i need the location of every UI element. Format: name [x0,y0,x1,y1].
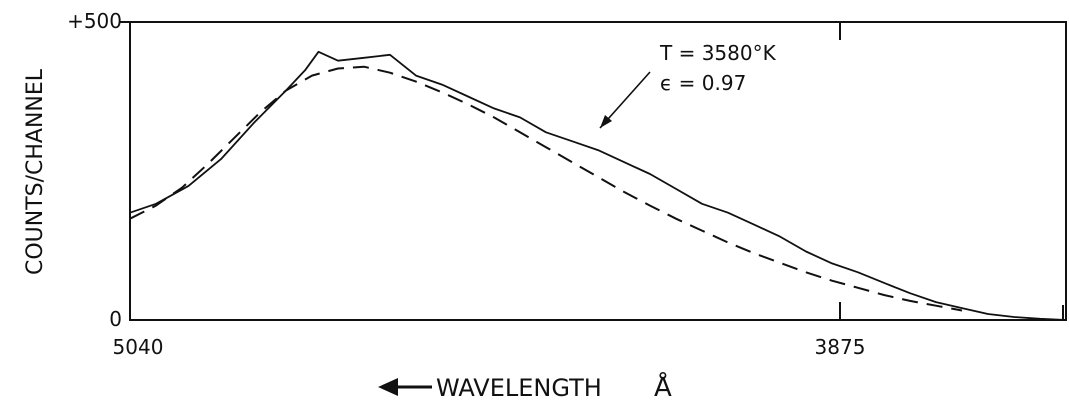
y-tick-label-max: +500 [67,9,122,33]
y-axis-label: COUNTS/CHANNEL [23,68,48,275]
x-axis-direction-arrowhead [378,378,398,396]
x-tick-label-left: 5040 [113,335,164,359]
x-axis-label: WAVELENGTH [436,374,602,402]
annotation-arrowhead [600,115,612,128]
annotation-emissivity: ϵ = 0.97 [660,71,746,95]
series-measured-line [129,50,1067,321]
series-layer [129,50,1067,321]
x-tick-label-mid: 3875 [815,335,866,359]
y-tick-label-min: 0 [109,307,122,331]
x-axis-unit: Å [654,371,672,403]
annotation-temperature: T = 3580°K [659,41,777,65]
series-fit-line [129,65,963,312]
plot-frame [129,21,1067,321]
